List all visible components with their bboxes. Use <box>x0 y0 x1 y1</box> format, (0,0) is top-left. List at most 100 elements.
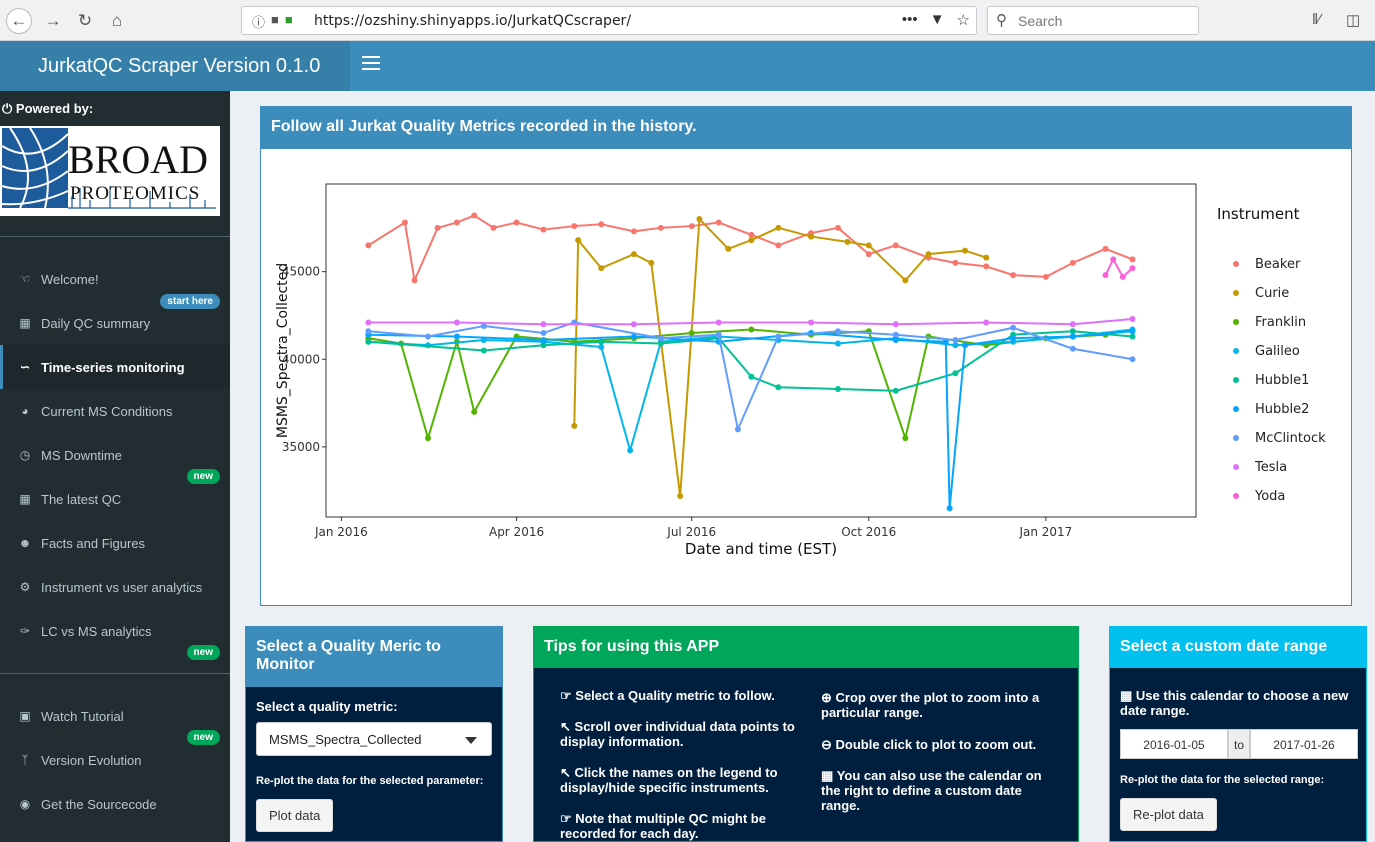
browser-toolbar: ← → ↻ ⌂ ⓘ ■ ■ https://ozshiny.shinyapps.… <box>0 0 1375 41</box>
series-line <box>1104 257 1134 279</box>
url-text[interactable]: https://ozshiny.shinyapps.io/JurkatQCscr… <box>314 13 632 29</box>
menu-toggle-icon[interactable] <box>362 56 380 72</box>
date-hint: ▦ Use this calendar to choose a new date… <box>1120 688 1350 718</box>
data-point <box>1069 259 1076 266</box>
legend-entry[interactable]: Hubble2 <box>1255 402 1309 417</box>
sidebar-item-time-series[interactable]: ∽ Time-series monitoring <box>0 345 230 389</box>
zoom-in-icon: ⊕ <box>821 690 832 705</box>
bookmark-star-icon[interactable]: ☆ <box>956 12 970 29</box>
sidebar-item-label: Facts and Figures <box>41 535 146 551</box>
sidebar-item-version[interactable]: ᛉ Version Evolution <box>0 738 230 782</box>
legend-entry[interactable]: Galileo <box>1255 344 1300 359</box>
sidebar-item-label: Current MS Conditions <box>41 403 173 419</box>
legend-entry[interactable]: Beaker <box>1255 257 1301 272</box>
app-logo[interactable]: JurkatQC Scraper Version 0.1.0 <box>0 41 350 91</box>
data-point <box>540 226 547 233</box>
legend-entry[interactable]: Curie <box>1255 286 1289 301</box>
data-point <box>1102 245 1109 252</box>
sidebar-toggle-icon[interactable]: ◫ <box>1346 12 1361 29</box>
data-point <box>775 242 782 249</box>
data-point <box>1129 256 1136 263</box>
metric-select[interactable]: MSMS_Spectra_Collected <box>256 722 492 756</box>
data-point <box>480 322 487 329</box>
select-metric-label: Select a quality metric: <box>256 699 398 714</box>
data-point <box>925 251 932 258</box>
tip-text: Select a Quality metric to follow. <box>575 688 775 703</box>
legend-entry[interactable]: McClintock <box>1255 431 1326 446</box>
data-point <box>540 336 547 343</box>
thumbs-up-icon: ☜ <box>19 272 31 286</box>
info-icon[interactable]: ⓘ <box>252 15 266 30</box>
legend-entry[interactable]: Yoda <box>1254 489 1285 504</box>
tip-text: Double click to plot to zoom out. <box>835 737 1037 752</box>
data-point <box>952 342 959 349</box>
sidebar-item-label: The latest QC <box>41 491 122 507</box>
reload-icon[interactable]: ↻ <box>77 11 93 30</box>
back-arrow-icon[interactable]: ← <box>6 8 32 34</box>
library-icon[interactable]: ‖⁄ <box>1312 11 1321 28</box>
page-actions-icon[interactable]: ••• <box>901 11 918 28</box>
data-point <box>952 370 959 377</box>
data-point <box>715 331 722 338</box>
pocket-icon[interactable]: ▼ <box>929 11 945 28</box>
sidebar-item-lc-ms[interactable]: ✑ LC vs MS analytics new <box>0 609 230 660</box>
data-point <box>715 319 722 326</box>
data-point <box>688 329 695 336</box>
data-point <box>648 259 655 266</box>
date-box-title: Select a custom date range <box>1110 627 1366 668</box>
data-point <box>1129 328 1136 335</box>
browser-search-input[interactable]: ⚲ Search <box>987 6 1199 35</box>
data-point <box>808 233 815 240</box>
sidebar-item-current-ms[interactable]: ◕ Current MS Conditions <box>0 389 230 433</box>
data-point <box>892 336 899 343</box>
sidebar-item-latest-qc[interactable]: ▦ The latest QC <box>0 477 230 521</box>
github-icon: ◉ <box>19 797 31 811</box>
data-point <box>598 265 605 272</box>
data-point <box>834 328 841 335</box>
plot-data-button[interactable]: Plot data <box>256 799 334 832</box>
data-point <box>575 237 582 244</box>
legend-entry[interactable]: Tesla <box>1254 460 1287 475</box>
selected-metric: MSMS_Spectra_Collected <box>269 732 422 747</box>
power-icon: ⏻ <box>2 101 13 116</box>
time-series-chart[interactable]: 35000 40000 45000 Jan 2016 Apr 2016 Jul 2016 O… <box>261 149 1351 605</box>
address-bar[interactable]: ⓘ ■ ■ https://ozshiny.shinyapps.io/Jurka… <box>241 6 977 35</box>
lock-icon: ■ <box>284 12 293 27</box>
data-point <box>1129 356 1136 363</box>
data-point <box>513 219 520 226</box>
plot-area <box>325 183 1197 518</box>
data-point <box>627 447 634 454</box>
sidebar-item-facts[interactable]: ☻ Facts and Figures <box>0 521 230 565</box>
data-point <box>1129 333 1136 340</box>
legend-entry[interactable]: Hubble1 <box>1255 373 1309 388</box>
replot-data-button[interactable]: Re-plot data <box>1120 798 1217 831</box>
home-icon[interactable]: ⌂ <box>111 11 123 30</box>
sidebar-item-ms-downtime[interactable]: ◷ MS Downtime new <box>0 433 230 484</box>
new-badge: new <box>186 469 220 484</box>
start-date-input[interactable]: 2016-01-05 <box>1120 729 1228 759</box>
data-point <box>1119 273 1126 280</box>
data-point <box>1102 272 1109 279</box>
legend-entry[interactable]: Franklin <box>1255 315 1306 330</box>
sidebar-item-label: LC vs MS analytics <box>41 623 152 639</box>
data-point <box>365 319 372 326</box>
data-point <box>902 435 909 442</box>
tip-item: ▦ You can also use the calendar on the r… <box>821 768 1061 813</box>
data-point <box>892 331 899 338</box>
sidebar-item-welcome[interactable]: ☜ Welcome! start here <box>0 257 230 309</box>
tip-item: ↖ Click the names on the legend to displ… <box>560 765 810 795</box>
users-icon: ☻ <box>18 536 32 550</box>
sidebar-item-tutorial[interactable]: ▣ Watch Tutorial new <box>0 694 230 745</box>
table-icon: ▦ <box>19 492 31 506</box>
forward-arrow-icon[interactable]: → <box>44 11 62 30</box>
legend-title: Instrument <box>1217 205 1300 223</box>
data-point <box>902 277 909 284</box>
sidebar-item-sourcecode[interactable]: ◉ Get the Sourcecode <box>0 782 230 826</box>
data-point <box>748 237 755 244</box>
data-point <box>892 242 899 249</box>
data-point <box>630 251 637 258</box>
y-tick-label: 45000 <box>282 265 320 279</box>
end-date-input[interactable]: 2017-01-26 <box>1250 729 1358 759</box>
sidebar-item-daily-qc[interactable]: ▦ Daily QC summary <box>0 301 230 345</box>
sidebar-item-instrument-user[interactable]: ⚙ Instrument vs user analytics <box>0 565 230 609</box>
